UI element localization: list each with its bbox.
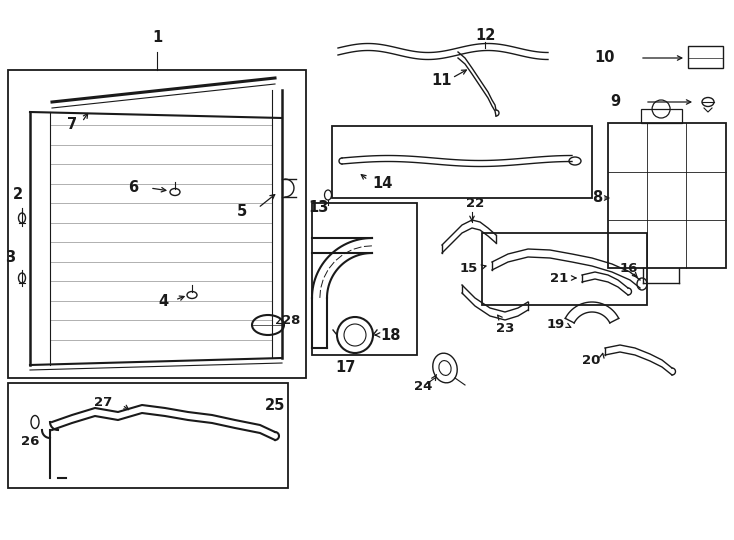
Text: 6: 6 — [128, 180, 138, 195]
Text: 24: 24 — [414, 380, 432, 393]
Bar — [608, 123, 726, 268]
Text: 10: 10 — [595, 51, 615, 65]
Bar — [8, 70, 306, 378]
Text: 14: 14 — [372, 176, 393, 191]
Text: 17: 17 — [335, 361, 355, 375]
Bar — [8, 383, 288, 488]
Text: 28: 28 — [282, 314, 300, 327]
Bar — [312, 203, 417, 355]
Text: 1: 1 — [152, 30, 162, 45]
Text: 23: 23 — [495, 322, 515, 335]
Text: 3: 3 — [5, 250, 15, 265]
Text: 11: 11 — [432, 72, 452, 87]
Bar — [688, 46, 723, 68]
Text: 27: 27 — [94, 395, 112, 408]
Text: 5: 5 — [237, 205, 247, 219]
Text: 12: 12 — [475, 28, 495, 43]
Text: 2: 2 — [13, 187, 23, 202]
Text: 22: 22 — [466, 197, 484, 210]
Text: 4: 4 — [158, 294, 168, 309]
Bar — [641, 109, 683, 123]
Text: 20: 20 — [581, 354, 600, 367]
Text: 21: 21 — [550, 272, 568, 285]
Text: 26: 26 — [21, 435, 39, 448]
Text: 18: 18 — [380, 327, 401, 342]
Text: 8: 8 — [592, 191, 602, 206]
Text: 9: 9 — [610, 94, 620, 110]
Text: 13: 13 — [308, 200, 328, 215]
Text: 25: 25 — [265, 397, 286, 413]
Text: 19: 19 — [547, 319, 565, 332]
Bar — [332, 126, 592, 198]
Text: 15: 15 — [459, 261, 478, 274]
Bar — [482, 233, 647, 305]
Text: 16: 16 — [620, 261, 639, 274]
Text: 7: 7 — [67, 118, 77, 132]
